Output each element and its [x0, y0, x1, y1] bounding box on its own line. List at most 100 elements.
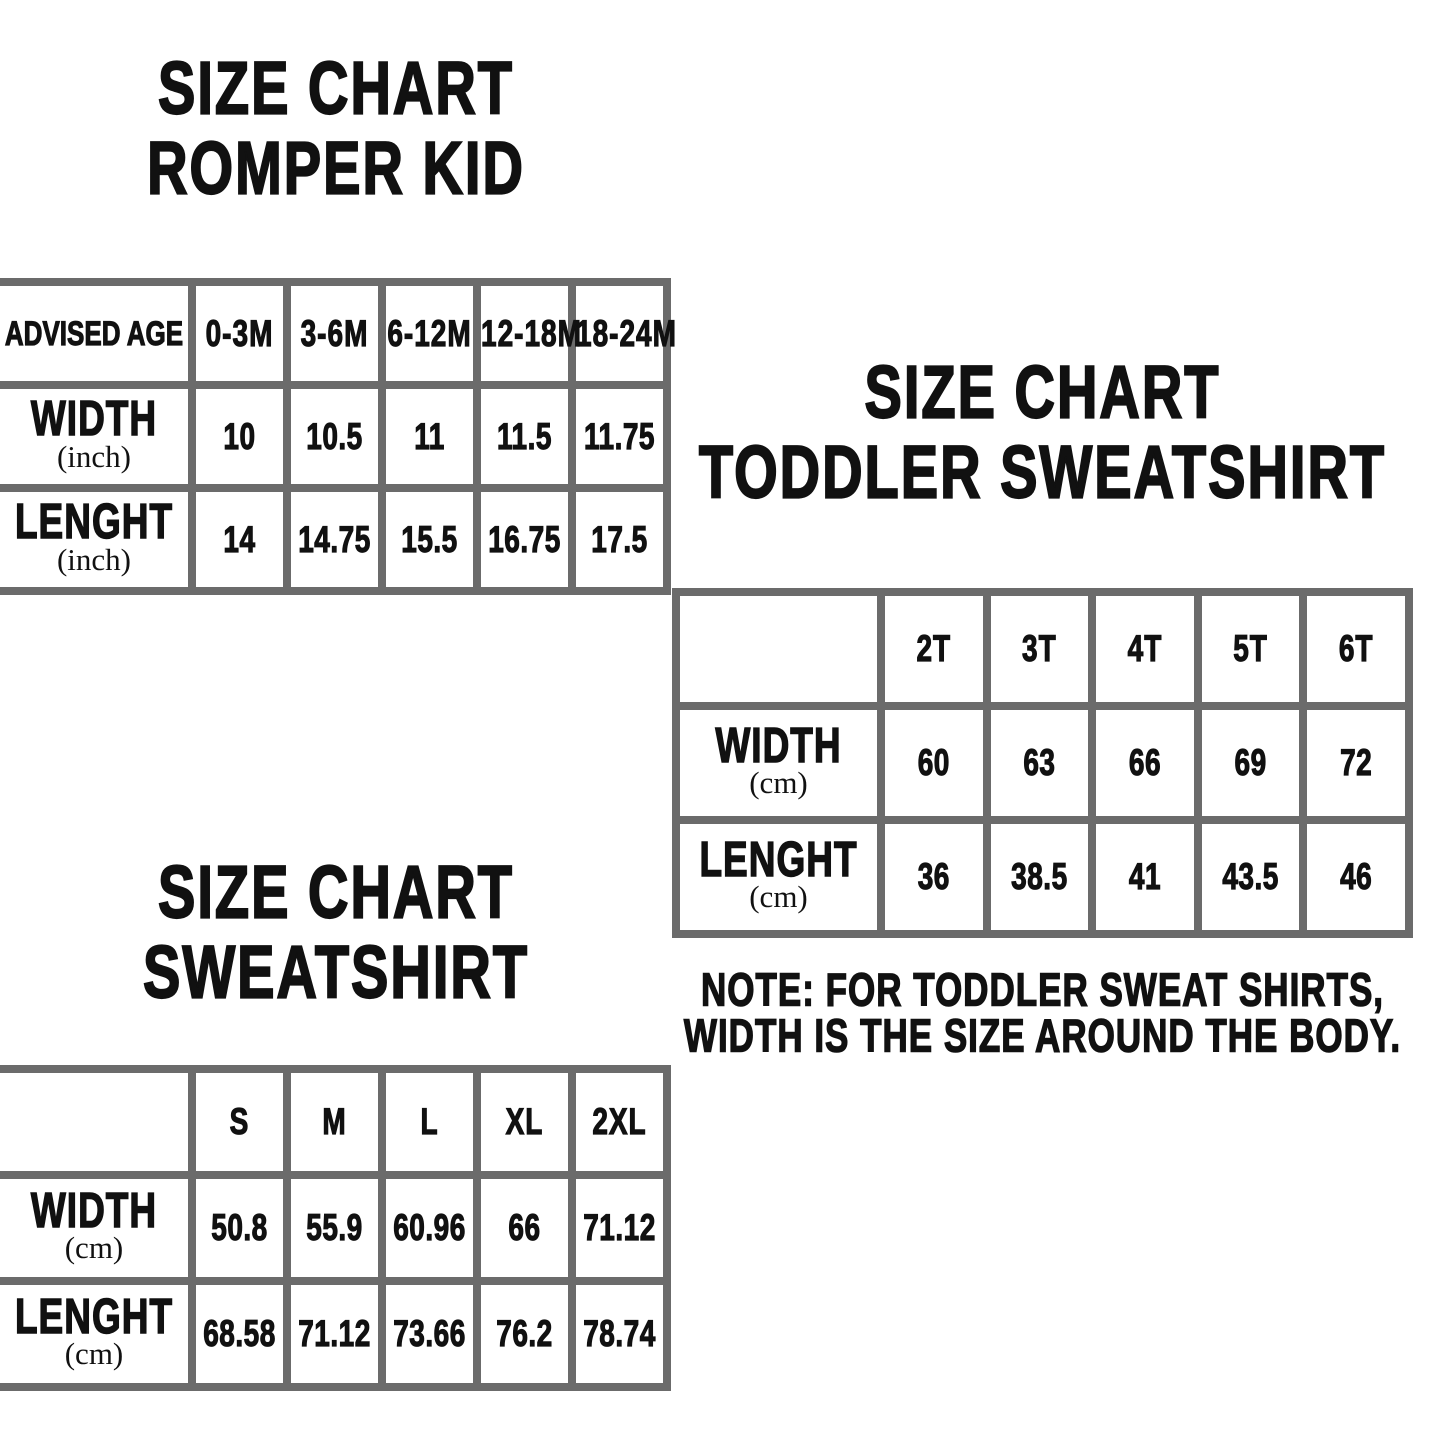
toddler-note-line2: WIDTH IS THE SIZE AROUND THE BODY.: [672, 1010, 1413, 1063]
size-header-cell: 0-3M: [188, 278, 291, 389]
value-text: 73.66: [393, 1312, 466, 1354]
romper-title-text-1: SIZE CHART: [157, 44, 514, 130]
measure-unit: (cm): [749, 765, 808, 801]
value-cell: 11: [378, 381, 481, 492]
measure-label: LENGHT: [14, 1288, 174, 1344]
value-cell: 11.75: [568, 381, 671, 492]
value-cell: 69: [1193, 702, 1308, 824]
value-text: 17.5: [591, 518, 648, 560]
value-text: 69: [1234, 741, 1267, 783]
value-text: 60.96: [393, 1206, 466, 1248]
measure-label-cell: LENGHT (cm): [672, 816, 885, 938]
value-cell: 10.5: [283, 381, 386, 492]
value-text: 66: [508, 1206, 541, 1248]
value-cell: 66: [1088, 702, 1202, 824]
header-text: 2T: [916, 627, 952, 669]
value-text: 76.2: [496, 1312, 553, 1354]
toddler-title-text-2: TODDLER SWEATSHIRT: [698, 428, 1387, 514]
sweatshirt-title-text-2: SWEATSHIRT: [142, 928, 530, 1014]
value-cell: 43.5: [1193, 816, 1308, 938]
header-row: 2T 3T 4T 5T 6T: [672, 588, 1413, 710]
value-text: 50.8: [211, 1206, 268, 1248]
header-text: XL: [505, 1100, 544, 1142]
size-header-cell: 6-12M: [378, 278, 481, 389]
header-text: 18-24M: [576, 312, 677, 354]
row-header-title-cell: ADVISED AGE: [0, 278, 196, 389]
measure-unit: (cm): [64, 1230, 124, 1266]
sweatshirt-title-line2: SWEATSHIRT: [0, 928, 672, 1014]
value-cell: 16.75: [473, 484, 576, 595]
measure-label-wrap: LENGHT (cm): [680, 831, 877, 917]
value-text: 11.75: [583, 415, 656, 457]
value-cell: 10: [188, 381, 291, 492]
size-header-cell: 2T: [877, 588, 991, 710]
value-cell: 14: [188, 484, 291, 595]
measure-label-wrap: WIDTH (cm): [680, 717, 877, 803]
measure-unit: (cm): [64, 1336, 124, 1372]
value-cell: 50.8: [188, 1171, 291, 1285]
size-header-cell: 3-6M: [283, 278, 386, 389]
header-text: S: [229, 1100, 250, 1142]
value-cell: 14.75: [283, 484, 386, 595]
measure-row: WIDTH (inch) 10 10.5 11 11.5 11.75: [0, 381, 671, 492]
measure-label-wrap: LENGHT (cm): [0, 1288, 188, 1374]
measure-label: LENGHT: [14, 494, 174, 550]
size-header-cell: 2XL: [568, 1065, 671, 1179]
measure-label-wrap: WIDTH (cm): [0, 1182, 188, 1268]
size-header-cell: 12-18M: [473, 278, 581, 389]
value-text: 43.5: [1222, 855, 1279, 897]
romper-title: SIZE CHART ROMPER KID: [0, 44, 672, 210]
header-text: 4T: [1127, 627, 1163, 669]
measure-label-cell: LENGHT (inch): [0, 484, 196, 595]
measure-unit: (inch): [56, 541, 132, 577]
value-cell: 11.5: [473, 381, 576, 492]
sweatshirt-title: SIZE CHART SWEATSHIRT: [0, 848, 672, 1014]
measure-label: WIDTH: [30, 391, 158, 447]
measure-row: WIDTH (cm) 50.8 55.9 60.96 66 71.12: [0, 1171, 671, 1285]
value-text: 41: [1128, 855, 1162, 897]
header-row: ADVISED AGE 0-3M 3-6M 6-12M 12-18M 18-24M: [0, 278, 676, 389]
measure-label: LENGHT: [699, 831, 858, 887]
measure-label-wrap: LENGHT (inch): [0, 494, 188, 579]
size-header-cell: 6T: [1299, 588, 1413, 710]
measure-unit: (inch): [56, 438, 132, 474]
toddler-title-text-1: SIZE CHART: [864, 348, 1221, 434]
value-cell: 60: [877, 702, 991, 824]
size-header-cell: 5T: [1193, 588, 1308, 710]
measure-label-cell: WIDTH (cm): [0, 1171, 196, 1285]
value-cell: 76.2: [473, 1277, 576, 1391]
header-text: L: [420, 1100, 439, 1142]
value-cell: 55.9: [283, 1171, 386, 1285]
value-text: 10: [223, 415, 256, 457]
size-header-cell: XL: [473, 1065, 576, 1179]
header-text: 5T: [1233, 627, 1268, 669]
value-cell: 73.66: [378, 1277, 481, 1391]
measure-unit: (cm): [749, 879, 808, 915]
toddler-title-line2: TODDLER SWEATSHIRT: [672, 428, 1413, 514]
toddler-title-line1: SIZE CHART: [672, 348, 1413, 434]
size-header-cell: L: [378, 1065, 481, 1179]
value-text: 71.12: [583, 1206, 656, 1248]
measure-label-wrap: WIDTH (inch): [0, 391, 188, 476]
corner-cell: [0, 1065, 196, 1179]
value-cell: 36: [877, 816, 991, 938]
value-cell: 38.5: [982, 816, 1097, 938]
header-text: 6-12M: [387, 312, 472, 354]
value-text: 38.5: [1011, 855, 1068, 897]
romper-size-table: ADVISED AGE 0-3M 3-6M 6-12M 12-18M 18-24M WIDT…: [0, 278, 676, 595]
size-header-cell: 18-24M: [568, 278, 676, 389]
value-text: 14.75: [298, 518, 371, 560]
value-cell: 66: [473, 1171, 576, 1285]
value-text: 66: [1128, 741, 1162, 783]
header-text: 3T: [1022, 627, 1057, 669]
measure-row: LENGHT (cm) 68.58 71.12 73.66 76.2 78.74: [0, 1277, 671, 1391]
corner-cell: [672, 588, 885, 710]
value-text: 72: [1340, 741, 1373, 783]
header-row: S M L XL 2XL: [0, 1065, 671, 1179]
sweatshirt-size-table: S M L XL 2XL WIDTH (cm) 50.8 55.9 60.96 66 71.12 LEN…: [0, 1065, 671, 1391]
value-cell: 60.96: [378, 1171, 481, 1285]
toddler-note-line1: NOTE: FOR TODDLER SWEAT SHIRTS,: [672, 964, 1413, 1017]
value-cell: 78.74: [568, 1277, 671, 1391]
value-cell: 71.12: [283, 1277, 386, 1391]
value-cell: 72: [1299, 702, 1413, 824]
